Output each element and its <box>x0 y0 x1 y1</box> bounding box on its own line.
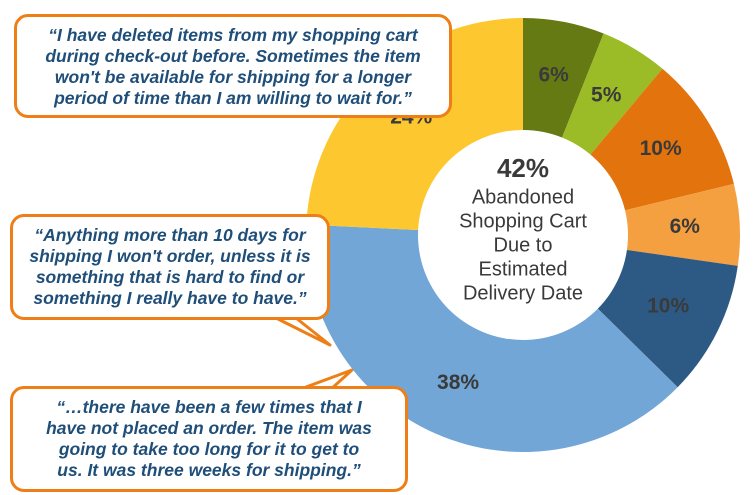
slice-label: 10% <box>640 137 682 160</box>
center-caption-line: Due to <box>494 234 553 256</box>
callout-2-line: something that is hard to find or <box>35 267 305 287</box>
callout-2-line: shipping I won't order, unless it is <box>29 246 311 266</box>
slice-label: 6% <box>670 215 701 238</box>
slice-label: 6% <box>538 63 569 86</box>
center-caption-line: Estimated <box>479 258 568 280</box>
callout-3-line: have not placed an order. The item was <box>46 418 372 438</box>
center-caption-line: Abandoned <box>472 186 574 208</box>
callout-3-line: “…there have been a few times that I <box>56 397 362 417</box>
callout-quote-2: “Anything more than 10 days for shipping… <box>10 214 330 320</box>
slice-label: 5% <box>591 84 622 107</box>
callout-1-line: won't be available for shipping for a lo… <box>54 67 412 87</box>
callout-2-line: “Anything more than 10 days for <box>34 225 306 245</box>
center-percent: 42% <box>497 153 549 183</box>
callout-quote-3: “…there have been a few times that I hav… <box>10 386 408 492</box>
callout-2-line: something I really have to have.” <box>33 288 307 308</box>
callout-1-line: during check-out before. Sometimes the i… <box>45 46 421 66</box>
center-caption-line: Delivery Date <box>463 282 583 304</box>
callout-3-line: us. It was three weeks for shipping.” <box>57 460 361 480</box>
callout-3-line: going to take too long for it to get to <box>58 439 360 459</box>
slice-label: 10% <box>647 294 689 317</box>
callout-1-line: period of time than I am willing to wait… <box>54 88 412 108</box>
callout-2-pointer <box>274 316 332 347</box>
donut-slice <box>523 183 740 266</box>
slice-label: 38% <box>437 371 479 394</box>
callout-1-line: “I have deleted items from my shopping c… <box>48 25 418 45</box>
center-caption-line: Shopping Cart <box>459 210 587 232</box>
callout-quote-1: “I have deleted items from my shopping c… <box>14 14 452 118</box>
donut-hole <box>418 130 628 340</box>
